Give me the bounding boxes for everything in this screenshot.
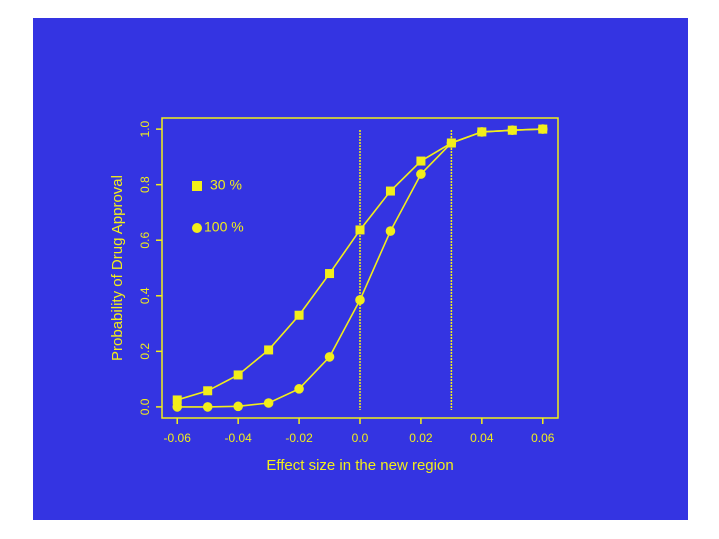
y-tick-label: 1.0 — [138, 120, 152, 137]
marker — [202, 402, 213, 412]
y-tick-label: 0.8 — [138, 176, 152, 193]
legend-label: 30 % — [210, 177, 242, 193]
x-tick-label: -0.06 — [164, 431, 192, 445]
marker — [537, 124, 548, 134]
marker — [294, 310, 304, 320]
y-tick-label: 0.0 — [138, 398, 152, 415]
marker — [416, 169, 426, 179]
marker — [263, 398, 274, 408]
y-tick-label: 0.2 — [138, 343, 152, 360]
y-tick-label: 0.6 — [138, 232, 152, 249]
marker — [355, 225, 365, 235]
marker — [385, 186, 395, 196]
x-tick-label: 0.06 — [531, 431, 555, 445]
marker — [172, 402, 183, 412]
marker — [233, 401, 243, 412]
marker — [477, 127, 487, 137]
y-tick-label: 0.4 — [138, 287, 152, 304]
marker — [264, 345, 274, 355]
y-axis-label: Probability of Drug Approval — [109, 175, 126, 361]
legend-marker — [192, 181, 202, 191]
marker — [294, 384, 304, 394]
x-tick-label: 0.0 — [352, 431, 369, 445]
marker — [203, 386, 213, 396]
x-tick-label: -0.02 — [285, 431, 313, 445]
marker — [446, 138, 457, 148]
x-tick-label: 0.04 — [470, 431, 494, 445]
legend-marker — [192, 223, 202, 233]
marker — [416, 156, 426, 166]
marker — [507, 125, 518, 136]
marker — [233, 370, 243, 380]
marker — [172, 395, 182, 405]
marker — [385, 226, 396, 236]
marker — [355, 295, 365, 305]
x-tick-label: 0.02 — [409, 431, 433, 445]
marker — [325, 269, 335, 279]
legend-label: 100 % — [204, 219, 244, 235]
x-axis-label: Effect size in the new region — [266, 457, 453, 474]
x-tick-label: -0.04 — [224, 431, 252, 445]
marker — [324, 352, 335, 362]
